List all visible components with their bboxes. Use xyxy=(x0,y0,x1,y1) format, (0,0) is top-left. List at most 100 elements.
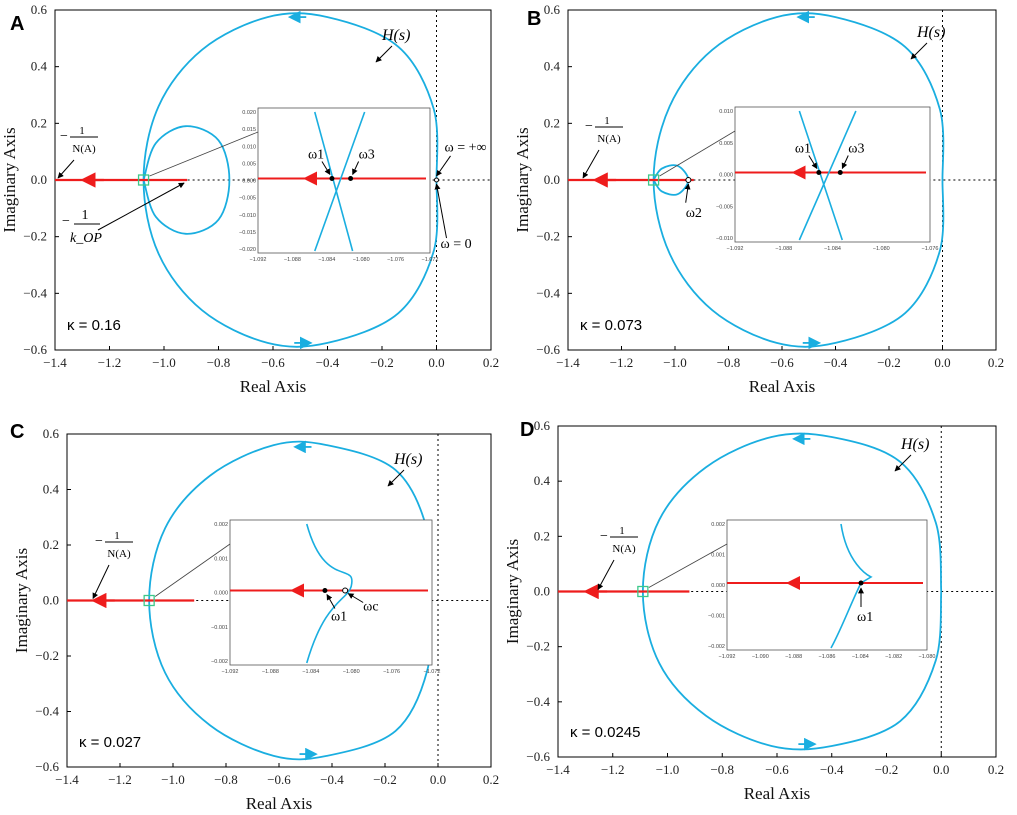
y-tick-label: 0.2 xyxy=(43,537,59,552)
x-tick-label: −0.6 xyxy=(765,762,789,777)
inset-y-tick: 0.005 xyxy=(719,141,733,147)
neg-inv-k-denominator: k_OP xyxy=(70,231,102,246)
y-tick-label: −0.4 xyxy=(35,704,59,719)
neg-inv-N-pointer xyxy=(582,149,600,179)
y-tick-label: −0.2 xyxy=(536,229,560,244)
y-axis-label: Imaginary Axis xyxy=(503,539,522,644)
y-axis-label: Imaginary Axis xyxy=(513,127,532,232)
inset-frame xyxy=(734,106,931,243)
omega2-pointer xyxy=(684,183,691,203)
x-tick-label: −0.6 xyxy=(267,772,291,787)
x-tick-label: −0.4 xyxy=(820,762,844,777)
x-tick-label: −0.8 xyxy=(710,762,734,777)
y-tick-label: 0.4 xyxy=(534,473,551,488)
y-tick-label: 0.2 xyxy=(544,115,560,130)
x-tick-label: 0.2 xyxy=(483,355,499,370)
x-tick-label: −1.2 xyxy=(108,772,132,787)
origin-point xyxy=(434,177,439,183)
omega3-label: ω3 xyxy=(848,142,864,157)
inset-x-tick: −1.086 xyxy=(819,654,836,660)
nyquist-inner-loop xyxy=(142,125,231,235)
intersection-marker xyxy=(143,594,155,607)
inset-frame xyxy=(257,107,431,254)
x-tick-label: −1.0 xyxy=(161,772,185,787)
omega-inf-label: ω = +∞ xyxy=(445,141,487,156)
neg-inv-N-numerator: 1 xyxy=(79,125,85,137)
neg-inv-k-pointer xyxy=(97,182,185,231)
x-tick-label: −1.4 xyxy=(556,355,580,370)
y-tick-label: 0.4 xyxy=(544,59,561,74)
x-tick-label: −1.0 xyxy=(152,355,176,370)
y-tick-label: 0.6 xyxy=(534,418,551,433)
omegac-pointer xyxy=(347,593,364,603)
x-tick-label: −0.2 xyxy=(373,772,397,787)
x-tick-label: −1.0 xyxy=(663,355,687,370)
omegac-label: ωc xyxy=(363,600,378,615)
neg-inv-N-sign: − xyxy=(585,119,593,134)
x-tick-label: 0.0 xyxy=(933,762,949,777)
inset-y-tick: 0.001 xyxy=(711,553,725,559)
neg-inv-k-sign: − xyxy=(62,214,70,229)
y-tick-label: 0.0 xyxy=(43,593,59,608)
x-tick-label: −0.8 xyxy=(214,772,238,787)
inset-frame xyxy=(726,519,928,651)
omega1-point xyxy=(329,176,335,181)
y-tick-label: −0.2 xyxy=(526,639,550,654)
panel-label: C xyxy=(10,421,24,443)
inset-y-tick: −0.001 xyxy=(211,625,228,631)
omega1-label: ω1 xyxy=(331,610,347,625)
y-tick-label: −0.6 xyxy=(536,342,560,357)
hs-label: H(s) xyxy=(381,27,410,44)
x-tick-label: −0.4 xyxy=(316,355,340,370)
inset-y-tick: −0.010 xyxy=(239,213,256,219)
omega1-point xyxy=(858,580,864,586)
neg-inv-N-denominator: N(A) xyxy=(107,548,131,560)
x-tick-label: −0.8 xyxy=(207,355,231,370)
inset-leader-line xyxy=(154,543,231,597)
inset-y-tick: 0.010 xyxy=(719,109,733,115)
omega1-point xyxy=(322,588,328,593)
inset-y-tick: −0.002 xyxy=(211,659,228,665)
inset-x-tick: −1.072 xyxy=(422,257,439,263)
inset-x-tick: −1.072 xyxy=(424,669,441,675)
inset-leader-line xyxy=(149,131,259,177)
omega2-point xyxy=(685,177,692,183)
omega1-label: ω1 xyxy=(308,148,324,163)
neg-inv-N-denominator: N(A) xyxy=(72,143,96,155)
inset-y-tick: 0.002 xyxy=(214,522,228,528)
omegac-point xyxy=(342,587,349,594)
inset-x-tick: −1.076 xyxy=(922,246,939,252)
y-tick-label: −0.4 xyxy=(23,285,47,300)
omega3-pointer xyxy=(352,161,360,176)
hs-pointer xyxy=(894,454,912,472)
omega3-point xyxy=(348,176,354,181)
hs-pointer xyxy=(387,469,405,487)
inset-y-tick: −0.015 xyxy=(239,230,256,236)
x-axis-label: Real Axis xyxy=(749,377,816,396)
inset-y-tick: 0.020 xyxy=(242,110,256,116)
panel-label: A xyxy=(10,13,24,35)
inset-curve-branch xyxy=(305,523,353,664)
omega-zero-label: ω = 0 xyxy=(441,237,472,252)
inset-x-tick: −1.082 xyxy=(885,654,902,660)
inset-curve-branch xyxy=(314,111,366,252)
y-tick-label: −0.4 xyxy=(526,694,550,709)
hs-label: H(s) xyxy=(900,436,929,453)
omega2-label: ω2 xyxy=(686,206,702,221)
y-tick-label: 0.4 xyxy=(43,482,60,497)
inset-y-tick: −0.001 xyxy=(708,614,725,620)
x-tick-label: −1.2 xyxy=(610,355,634,370)
inset-x-tick: −1.092 xyxy=(250,257,267,263)
x-axis-label: Real Axis xyxy=(240,377,307,396)
panel-D: D−1.4 −1.2 −1.0 −0.8 −0.6 −0.4 −0.2 0.0 0.20.60.… xyxy=(503,418,1004,803)
x-tick-label: 0.0 xyxy=(428,355,444,370)
x-tick-label: 0.0 xyxy=(934,355,950,370)
y-tick-label: 0.0 xyxy=(544,172,560,187)
x-tick-label: 0.2 xyxy=(988,355,1004,370)
inset-curve-branch xyxy=(313,111,354,252)
inset-x-tick: −1.092 xyxy=(727,246,744,252)
inset-y-tick: 0.002 xyxy=(711,522,725,528)
omega1-pointer xyxy=(321,161,331,176)
neg-inv-N-sign: − xyxy=(600,529,608,544)
x-tick-label: −0.2 xyxy=(875,762,899,777)
